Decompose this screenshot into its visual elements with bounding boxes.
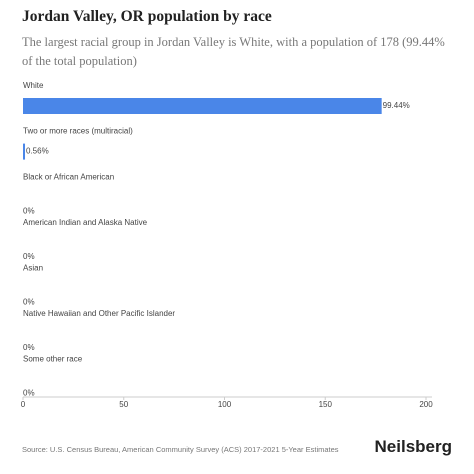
x-tick-label: 200 [419,400,433,409]
value-label: 99.44% [383,101,410,110]
category-label: Two or more races (multiracial) [23,127,133,136]
value-label: 0% [23,252,35,261]
value-label: 0% [23,389,35,398]
bar [23,143,26,160]
source-note: Source: U.S. Census Bureau, American Com… [22,445,339,454]
category-label: Black or African American [23,172,114,181]
chart-title: Jordan Valley, OR population by race [22,8,272,25]
category-label: White [23,81,44,90]
value-label: 0% [23,343,35,352]
category-label: Some other race [23,355,83,364]
x-tick-label: 50 [119,400,128,409]
x-tick-label: 150 [319,400,333,409]
value-label: 0% [23,206,35,215]
value-label: 0.56% [26,147,49,156]
value-label: 0% [23,298,35,307]
bar [23,98,382,114]
x-tick-label: 100 [218,400,232,409]
chart-subtitle: The largest racial group in Jordan Valle… [22,35,445,68]
category-label: Asian [23,264,43,273]
brand-logo: Neilsberg [374,437,452,456]
category-label: American Indian and Alaska Native [23,218,148,227]
category-label: Native Hawaiian and Other Pacific Island… [23,309,175,318]
x-tick-label: 0 [21,400,26,409]
